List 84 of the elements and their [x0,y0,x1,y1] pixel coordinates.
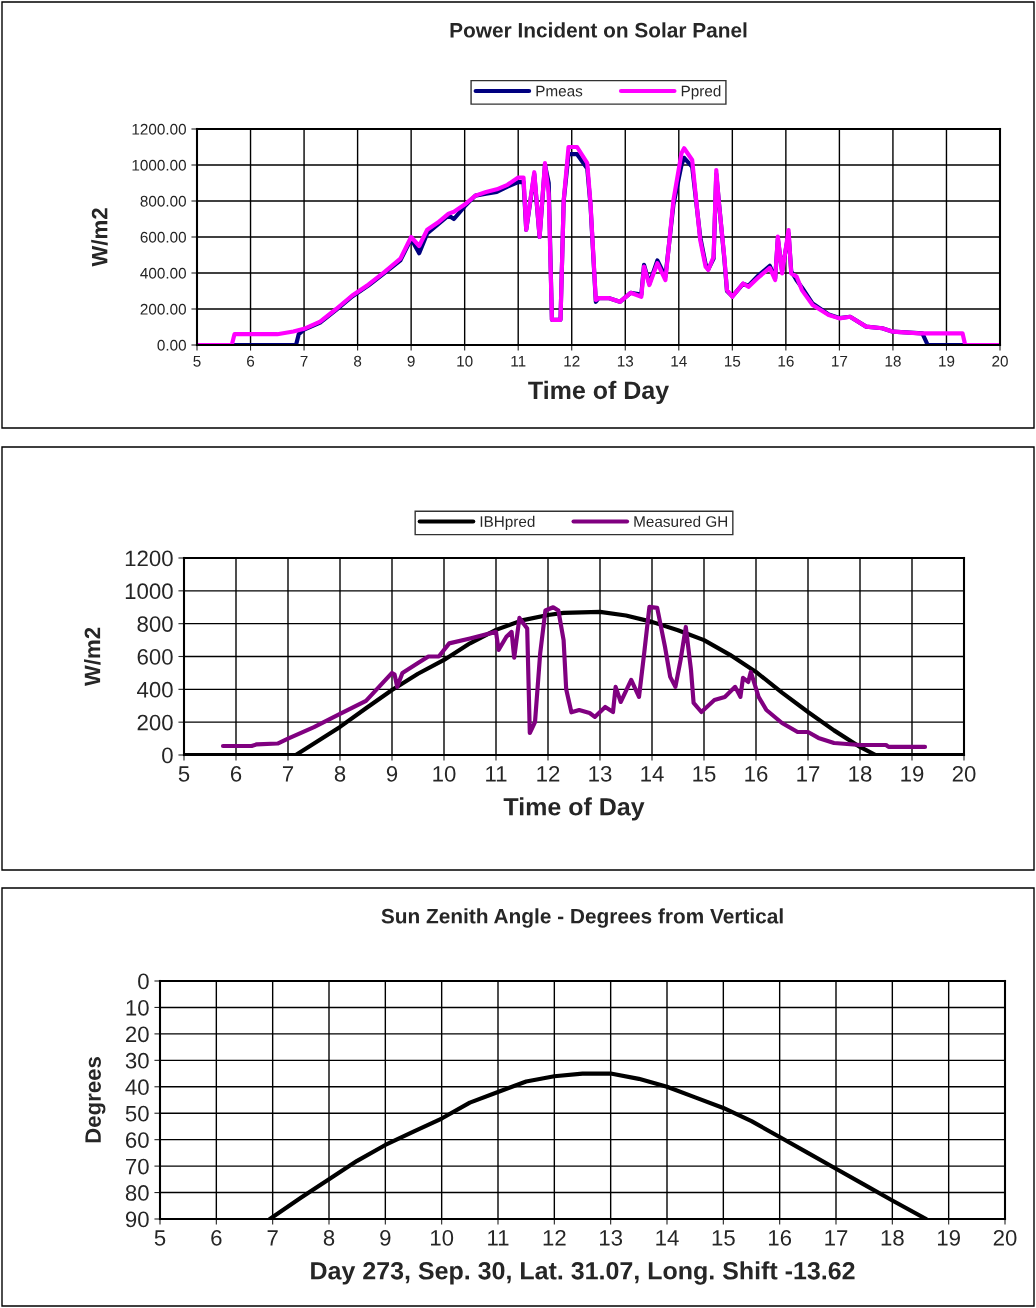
y-tick-label: 800.00 [140,195,186,207]
x-tick-label: 7 [300,355,308,367]
y-tick-label: 90 [125,1211,149,1228]
x-tick-label: 16 [745,766,768,782]
y-axis-title: Degrees [85,1057,106,1143]
legend-label: Pmeas [536,85,583,97]
y-tick-label: 400 [137,681,173,698]
x-tick-label: 6 [211,1230,222,1246]
x-axis-title: Time of Day [528,380,669,405]
x-tick-label: 16 [778,355,794,367]
x-tick-label: 19 [939,355,955,367]
y-tick-label: 50 [125,1105,149,1122]
x-tick-label: 8 [323,1230,335,1246]
legend-label: Ppred [681,85,721,100]
x-tick-label: 15 [712,1230,735,1246]
x-tick-label: 12 [537,766,560,782]
x-tick-label: 20 [952,766,976,782]
y-tick-label: 1000.00 [132,159,186,171]
x-tick-label: 14 [671,355,687,367]
y-tick-label: 1200.00 [132,123,186,135]
x-tick-label: 5 [178,766,190,782]
x-axis-title: Time of Day [503,797,645,821]
y-tick-label: 0.00 [157,339,186,351]
y-tick-label: 30 [125,1052,149,1069]
legend-label: Measured GH [634,515,728,527]
x-tick-label: 15 [725,355,741,367]
y-tick-label: 1000 [125,583,173,600]
x-tick-label: 19 [901,766,924,782]
x-tick-label: 18 [881,1230,904,1246]
x-tick-label: 13 [589,766,612,782]
x-tick-label: 10 [457,355,473,367]
y-axis-title: W/m2 [83,627,101,687]
x-tick-label: 9 [407,355,415,367]
y-tick-label: 200.00 [140,303,186,315]
x-tick-label: 8 [334,766,346,782]
x-tick-label: 12 [564,355,580,367]
x-tick-label: 10 [431,1230,454,1246]
x-tick-label: 16 [769,1230,792,1246]
x-tick-label: 18 [849,766,872,782]
x-tick-label: 13 [617,355,634,367]
x-tick-label: 7 [267,1230,278,1246]
x-tick-label: 11 [486,766,507,782]
x-tick-label: 20 [992,355,1008,367]
x-tick-label: 15 [693,766,716,782]
x-tick-label: 9 [380,1230,391,1246]
y-tick-label: 600.00 [140,231,186,243]
x-tick-label: 5 [193,355,201,367]
x-tick-label: 12 [543,1230,566,1246]
y-tick-label: 70 [126,1158,149,1175]
y-tick-label: 60 [126,1132,149,1148]
y-tick-label: 80 [125,1185,149,1201]
y-tick-label: 0 [162,747,173,764]
y-tick-label: 10 [126,999,149,1016]
y-tick-label: 20 [125,1026,149,1043]
x-tick-label: 17 [825,1230,848,1246]
chart-title: Power Incident on Solar Panel [450,22,747,38]
y-tick-label: 1200 [125,550,173,567]
y-tick-label: 0 [138,973,149,990]
y-tick-label: 200 [137,714,173,731]
x-tick-label: 8 [354,355,362,367]
legend-label: IBHpred [480,515,535,531]
x-tick-label: 17 [832,355,848,367]
x-tick-label: 14 [656,1230,679,1246]
x-tick-label: 6 [247,355,255,367]
y-tick-label: 40 [125,1079,149,1096]
x-tick-label: 11 [488,1230,509,1246]
x-tick-label: 11 [511,355,526,367]
x-tick-label: 5 [154,1230,166,1246]
x-tick-label: 20 [993,1230,1017,1246]
x-tick-label: 13 [600,1230,623,1246]
x-tick-label: 7 [282,766,294,782]
x-tick-label: 10 [433,766,456,782]
x-tick-label: 6 [230,766,242,782]
x-tick-label: 9 [386,766,398,782]
y-tick-label: 800 [137,616,173,632]
chart-title: Sun Zenith Angle - Degrees from Vertical [381,908,783,928]
x-tick-label: 14 [641,766,664,782]
x-axis-title: Day 273, Sep. 30, Lat. 31.07, Long. Shift -13.62 [311,1261,855,1285]
y-tick-label: 600 [137,649,173,665]
y-tick-label: 400.00 [140,267,186,279]
x-tick-label: 17 [797,766,820,782]
x-tick-label: 19 [938,1230,960,1246]
x-tick-label: 18 [885,355,901,367]
y-axis-title: W/m2 [91,208,108,267]
